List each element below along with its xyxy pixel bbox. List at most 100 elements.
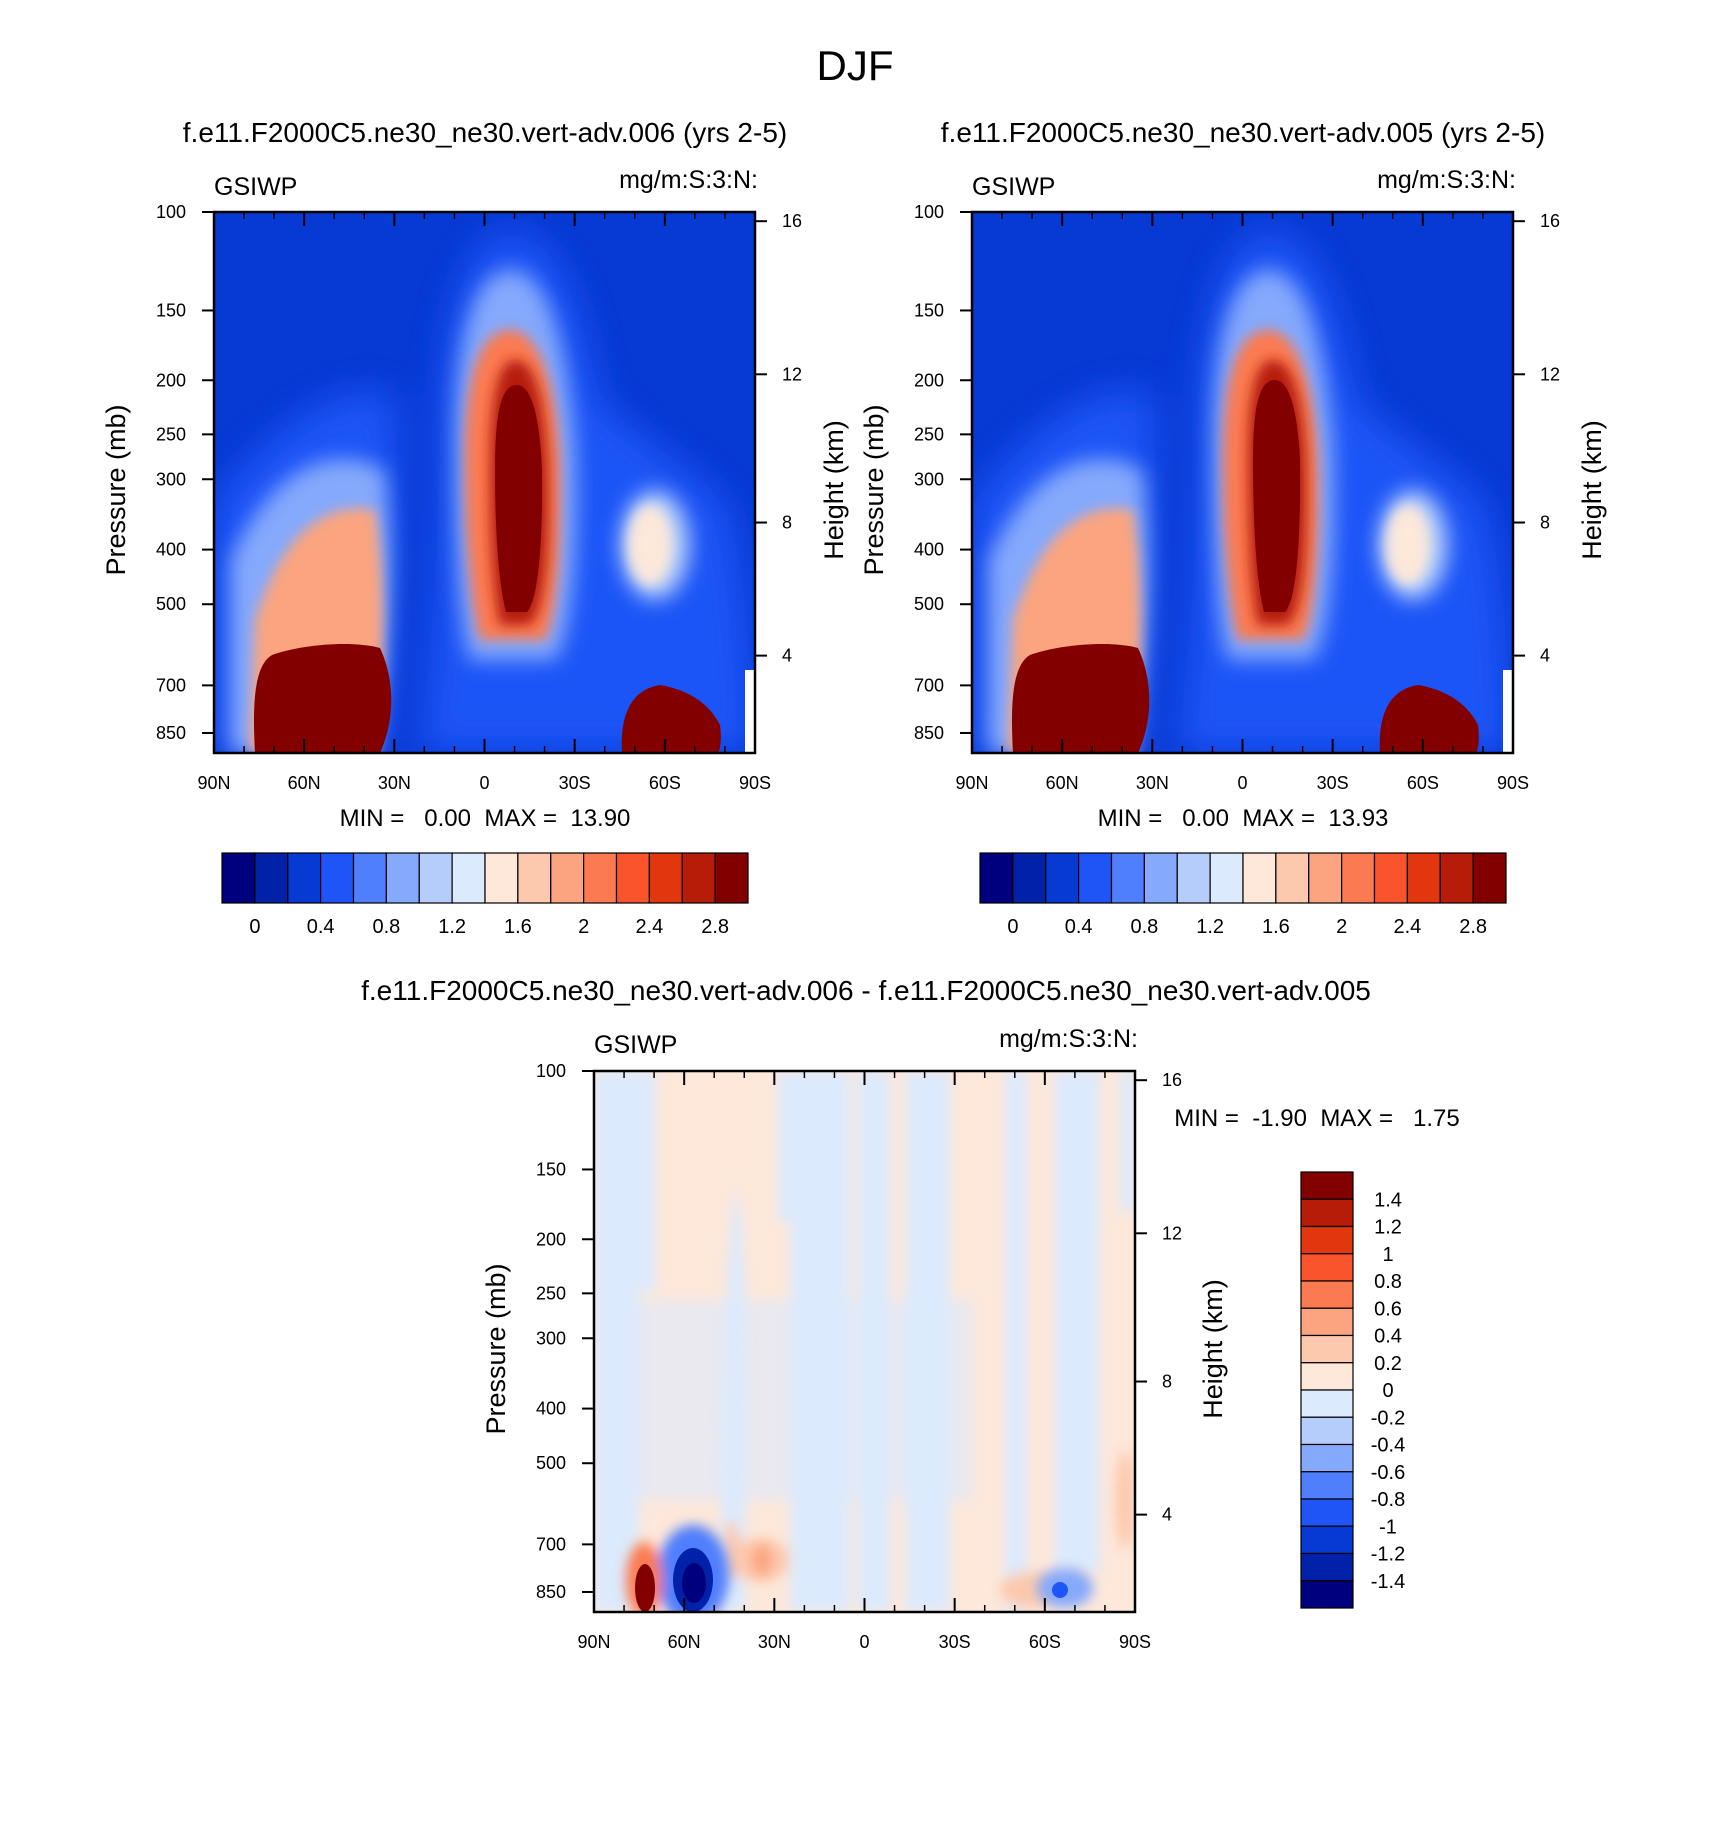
y-tick-label: 400 <box>536 1399 566 1419</box>
figure-title: DJF <box>817 42 894 89</box>
y-tick-label: 150 <box>914 300 944 320</box>
x-tick-label: 0 <box>859 1632 869 1652</box>
colorbar-label: 0.2 <box>1374 1353 1402 1375</box>
y-tick-label: 850 <box>914 723 944 743</box>
colorbar-box <box>484 852 519 904</box>
y-tick-label: 300 <box>914 469 944 489</box>
y-right-tick-label: 4 <box>782 646 792 666</box>
panel-right-ylabel-right: Height (km) <box>1577 420 1607 560</box>
panel-diff-band-2 <box>628 1071 656 1291</box>
colorbar-box <box>1110 852 1145 904</box>
colorbar-box <box>1143 852 1178 904</box>
colorbar-box <box>1300 1416 1354 1446</box>
colorbar-label: 2.4 <box>635 916 663 938</box>
panel-right-ticks: 90N 60N 30N 0 30S 60S 90S 100 150 200 250 300 400 500… <box>914 202 1560 793</box>
colorbar-label: 0.4 <box>1065 916 1093 938</box>
colorbar-label: 0 <box>249 916 260 938</box>
y-right-tick-label: 4 <box>1540 646 1550 666</box>
panel-diff-stats: MIN = -1.90 MAX = 1.75 <box>1174 1105 1459 1132</box>
x-tick-label: 60N <box>668 1632 701 1652</box>
panel-right-sh-max <box>1379 685 1479 753</box>
panel-left-ylabel-right: Height (km) <box>819 420 849 560</box>
colorbar-box <box>385 852 420 904</box>
colorbar-box <box>1300 1334 1354 1364</box>
x-tick-label: 60S <box>1407 773 1439 793</box>
colorbar-label: -1 <box>1379 1516 1397 1538</box>
colorbar-label: 1.6 <box>504 916 532 938</box>
colorbar-label: 0 <box>1382 1380 1393 1402</box>
panel-diff-field <box>594 1071 1135 1612</box>
colorbar-box <box>1300 1443 1354 1473</box>
panel-right-nh-max <box>1011 644 1150 753</box>
panel-diff-pos-4 <box>1115 1450 1135 1550</box>
x-tick-label: 60S <box>1029 1632 1061 1652</box>
colorbar-label: 1.2 <box>438 916 466 938</box>
x-tick-label: 0 <box>479 773 489 793</box>
colorbar-label: -0.2 <box>1371 1407 1405 1429</box>
colorbar-box <box>1045 852 1080 904</box>
colorbar-label: 0 <box>1007 916 1018 938</box>
y-right-tick-label: 8 <box>782 513 792 533</box>
x-tick-label: 60N <box>1046 773 1079 793</box>
panel-left-units: mg/m:S:3:N: <box>619 166 758 194</box>
x-tick-label: 90S <box>1119 1632 1151 1652</box>
y-tick-label: 250 <box>156 424 186 444</box>
colorbar-box <box>1300 1307 1354 1337</box>
panel-left-sh-max <box>621 685 721 753</box>
colorbar-box <box>1275 852 1310 904</box>
y-tick-label: 300 <box>536 1328 566 1348</box>
y-tick-label: 500 <box>536 1453 566 1473</box>
panel-left-missing <box>745 670 755 753</box>
colorbar-label: -0.6 <box>1371 1462 1405 1484</box>
colorbar-label: -0.4 <box>1371 1435 1405 1457</box>
colorbar-label: 0.8 <box>1130 916 1158 938</box>
colorbar-box <box>1012 852 1047 904</box>
colorbar-box <box>1300 1225 1354 1255</box>
colorbar-box <box>1406 852 1441 904</box>
colorbar-box <box>681 852 716 904</box>
colorbar-box <box>1341 852 1376 904</box>
panel-right-units: mg/m:S:3:N: <box>1377 166 1516 194</box>
x-tick-label: 30N <box>758 1632 791 1652</box>
panel-right-field <box>972 212 1513 753</box>
y-tick-label: 200 <box>914 370 944 390</box>
panel-diff-title: f.e11.F2000C5.ne30_ne30.vert-adv.006 - f… <box>361 975 1371 1006</box>
colorbar-box <box>1308 852 1343 904</box>
colorbar-box <box>979 852 1014 904</box>
panel-diff-band-8 <box>1005 1071 1027 1612</box>
colorbar-label: 0.8 <box>1374 1271 1402 1293</box>
panel-diff-pos-5 <box>752 1545 772 1575</box>
panel-right: f.e11.F2000C5.ne30_ne30.vert-adv.005 (yr… <box>859 117 1607 938</box>
x-tick-label: 0 <box>1237 773 1247 793</box>
panel-left-trop-max <box>495 385 543 612</box>
y-tick-label: 400 <box>156 540 186 560</box>
x-tick-label: 30S <box>1317 773 1349 793</box>
panel-left-title: f.e11.F2000C5.ne30_ne30.vert-adv.006 (yr… <box>183 117 787 148</box>
colorbar-box <box>254 852 289 904</box>
y-tick-label: 200 <box>536 1229 566 1249</box>
y-right-tick-label: 16 <box>1162 1070 1182 1090</box>
colorbar-box <box>1242 852 1277 904</box>
panel-right-ylabel: Pressure (mb) <box>859 404 889 575</box>
x-tick-label: 90S <box>1497 773 1529 793</box>
panel-right-missing <box>1503 670 1513 753</box>
y-right-tick-label: 4 <box>1162 1505 1172 1525</box>
panel-diff-band-9 <box>1055 1071 1100 1571</box>
panel-right-stats: MIN = 0.00 MAX = 13.93 <box>1098 805 1389 832</box>
panel-diff-units: mg/m:S:3:N: <box>999 1025 1138 1053</box>
colorbar-label: 0.8 <box>372 916 400 938</box>
colorbar-label: 2 <box>578 916 589 938</box>
y-right-tick-label: 12 <box>1162 1223 1182 1243</box>
x-tick-label: 30N <box>378 773 411 793</box>
y-tick-label: 400 <box>914 540 944 560</box>
y-tick-label: 500 <box>156 594 186 614</box>
panel-left-colorbar: 0 0.4 0.8 1.2 1.6 2 2.4 2.8 <box>221 852 749 938</box>
panel-left-sh-warm <box>628 505 672 585</box>
y-tick-label: 100 <box>536 1061 566 1081</box>
colorbar-label: 1.4 <box>1374 1189 1402 1211</box>
colorbar-box <box>287 852 322 904</box>
x-tick-label: 30S <box>559 773 591 793</box>
colorbar-box <box>1300 1389 1354 1418</box>
y-tick-label: 850 <box>536 1582 566 1602</box>
panel-diff-ylabel-right: Height (km) <box>1198 1279 1228 1419</box>
